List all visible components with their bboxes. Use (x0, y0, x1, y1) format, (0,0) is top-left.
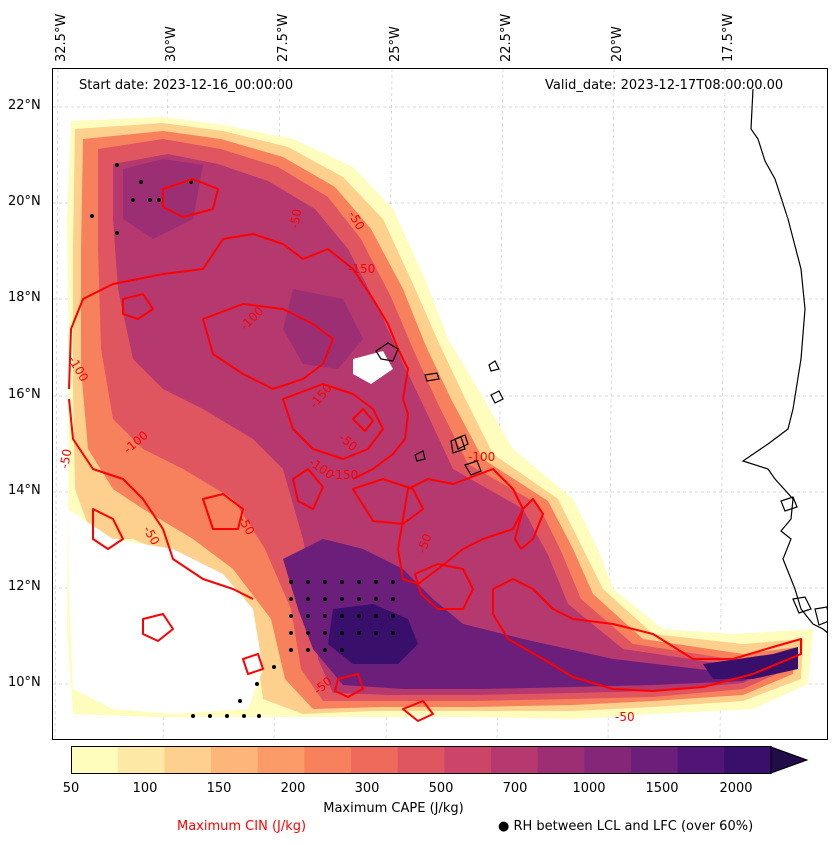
cape-colorbar (71, 746, 809, 774)
cin-label: -50 (57, 448, 74, 470)
island (375, 342, 399, 362)
colorbar-swatch (677, 747, 725, 773)
start-date: Start date: 2023-12-16_00:00:00 (79, 78, 294, 93)
colorbar-swatch (631, 747, 679, 773)
map-canvas: -50 -100 -150 -50 -100 -100 -150 -50 -10… (53, 69, 827, 739)
lon-label: 22.5°W (499, 13, 514, 62)
colorbar-swatch (304, 747, 352, 773)
map-frame: -50 -100 -150 -50 -100 -100 -150 -50 -10… (52, 68, 828, 740)
colorbar-swatch (71, 747, 119, 773)
lat-label: 14°N (8, 483, 41, 498)
colorbar-tick: 1500 (645, 781, 679, 796)
lat-label: 22°N (8, 98, 41, 113)
cin-label: -50 (615, 710, 635, 724)
valid-date: Valid_date: 2023-12-17T08:00:00.00 (545, 78, 784, 93)
lat-label: 10°N (8, 675, 41, 690)
colorbar-swatch (257, 747, 305, 773)
island (792, 596, 812, 614)
cin-label: -50 (415, 532, 435, 555)
cin-label: -150 (348, 262, 375, 276)
lat-label: 20°N (8, 194, 41, 209)
island (490, 390, 504, 404)
colorbar-swatch (537, 747, 585, 773)
cape-field (67, 117, 813, 719)
colorbar-swatch (584, 747, 632, 773)
island (454, 434, 469, 450)
colorbar-tick: 50 (62, 781, 80, 796)
lat-label: 12°N (8, 579, 41, 594)
coastlines (375, 88, 827, 634)
cin-label: -50 (287, 208, 304, 230)
colorbar-tick: 300 (354, 781, 380, 796)
cape-level-1500b (703, 647, 798, 679)
colorbar-tick: 2000 (719, 781, 753, 796)
colorbar-tick: 700 (502, 781, 528, 796)
island (488, 360, 500, 372)
cape-level-1500 (328, 604, 418, 664)
island (814, 606, 827, 626)
lat-label: 16°N (8, 387, 41, 402)
african-coastline (741, 88, 827, 634)
colorbar-swatch (444, 747, 492, 773)
island (464, 460, 482, 476)
lon-label: 25°W (388, 26, 403, 62)
colorbar-swatch (164, 747, 212, 773)
island (414, 450, 426, 462)
colorbar-tick: 100 (132, 781, 158, 796)
colorbar-tick: 200 (280, 781, 306, 796)
cin-label: -150 (331, 468, 358, 482)
lon-label: 27.5°W (276, 13, 291, 62)
cin-label: -100 (468, 450, 495, 464)
lon-label: 32.5°W (54, 13, 69, 62)
rh-legend: ● RH between LCL and LFC (over 60%) (498, 819, 754, 834)
colorbar-extend-arrow (770, 746, 809, 774)
colorbar-tick: 1000 (572, 781, 606, 796)
lon-label: 20°W (610, 26, 625, 62)
colorbar-swatches (71, 747, 772, 773)
colorbar-swatch (397, 747, 445, 773)
colorbar-swatch (351, 747, 399, 773)
colorbar-label: Maximum CAPE (J/kg) (323, 801, 464, 816)
colorbar-swatch (491, 747, 539, 773)
island (780, 496, 798, 512)
cape-level-500 (113, 154, 788, 695)
colorbar-swatch (211, 747, 259, 773)
colorbar-swatch (117, 747, 165, 773)
colorbar-tick: 150 (206, 781, 232, 796)
lat-label: 18°N (8, 290, 41, 305)
cape-level-700-mid (283, 289, 363, 369)
colorbar-tick: 500 (428, 781, 454, 796)
island (450, 436, 466, 454)
cin-legend: Maximum CIN (J/kg) (177, 819, 307, 834)
cin-contours (68, 178, 802, 722)
colorbar-swatch (724, 747, 772, 773)
island (424, 372, 440, 382)
lon-label: 30°W (164, 26, 179, 62)
lon-label: 17.5°W (721, 13, 736, 62)
rh-dots (90, 163, 395, 718)
